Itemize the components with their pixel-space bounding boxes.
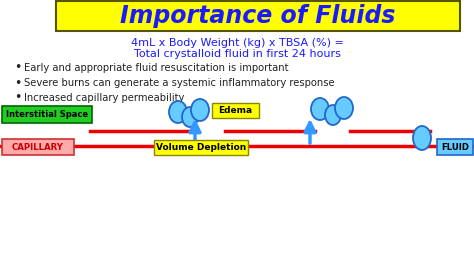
FancyBboxPatch shape [437, 139, 473, 155]
Ellipse shape [311, 98, 329, 120]
Text: Interstitial Space: Interstitial Space [6, 110, 88, 119]
Text: 4mL x Body Weight (kg) x TBSA (%) =: 4mL x Body Weight (kg) x TBSA (%) = [130, 38, 344, 48]
FancyBboxPatch shape [2, 139, 74, 155]
FancyBboxPatch shape [56, 1, 460, 31]
Text: •: • [14, 62, 21, 74]
Ellipse shape [169, 101, 187, 123]
Text: Edema: Edema [219, 106, 253, 115]
Text: FLUID: FLUID [441, 143, 469, 152]
FancyBboxPatch shape [154, 140, 248, 155]
Text: Early and appropriate fluid resuscitation is important: Early and appropriate fluid resuscitatio… [24, 63, 289, 73]
Text: •: • [14, 92, 21, 105]
Text: •: • [14, 77, 21, 89]
FancyBboxPatch shape [2, 106, 92, 123]
Ellipse shape [182, 107, 198, 127]
Text: Volume Depletion: Volume Depletion [156, 143, 246, 152]
Text: Total crystalloid fluid in first 24 hours: Total crystalloid fluid in first 24 hour… [134, 49, 340, 59]
Ellipse shape [191, 99, 209, 121]
Text: Increased capillary permeability: Increased capillary permeability [24, 93, 184, 103]
Ellipse shape [335, 97, 353, 119]
FancyBboxPatch shape [212, 103, 259, 118]
Ellipse shape [325, 105, 341, 125]
Text: Severe burns can generate a systemic inflammatory response: Severe burns can generate a systemic inf… [24, 78, 335, 88]
Text: CAPILLARY: CAPILLARY [12, 143, 64, 152]
Ellipse shape [413, 126, 431, 150]
Text: Importance of Fluids: Importance of Fluids [120, 4, 396, 28]
